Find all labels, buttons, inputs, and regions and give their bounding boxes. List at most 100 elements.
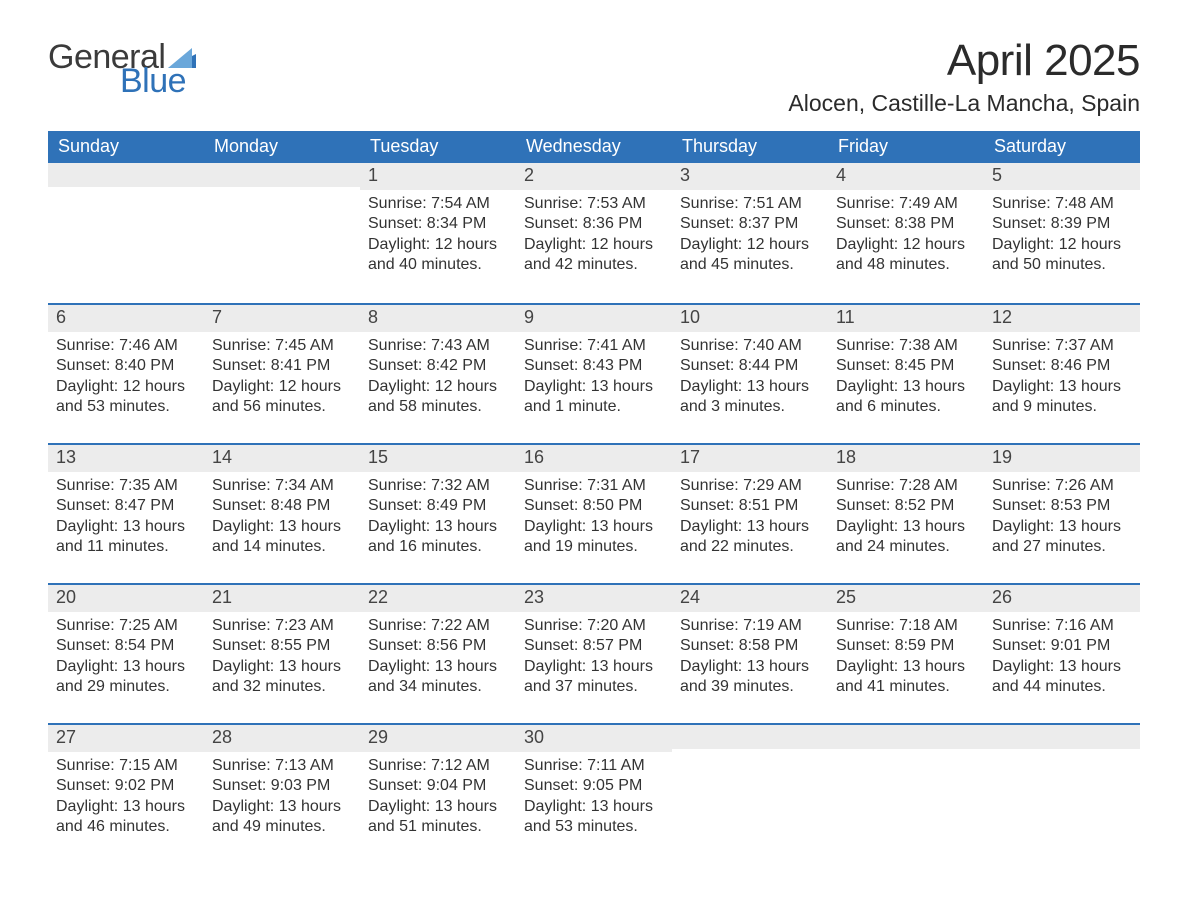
daylight-text: Daylight: 13 hours and 53 minutes. [524,797,664,838]
sunset-text: Sunset: 8:38 PM [836,214,976,234]
calendar-day-cell: 6Sunrise: 7:46 AMSunset: 8:40 PMDaylight… [48,303,204,443]
day-details: Sunrise: 7:31 AMSunset: 8:50 PMDaylight:… [516,472,672,566]
day-number-bar: 18 [828,443,984,472]
day-number-bar: 20 [48,583,204,612]
calendar-day-cell: 28Sunrise: 7:13 AMSunset: 9:03 PMDayligh… [204,723,360,863]
daylight-text: Daylight: 13 hours and 34 minutes. [368,657,508,698]
day-number: 14 [204,445,360,472]
calendar-day-cell: 21Sunrise: 7:23 AMSunset: 8:55 PMDayligh… [204,583,360,723]
sunset-text: Sunset: 9:05 PM [524,776,664,796]
calendar-day-cell [828,723,984,863]
day-details: Sunrise: 7:26 AMSunset: 8:53 PMDaylight:… [984,472,1140,566]
calendar-day-cell: 24Sunrise: 7:19 AMSunset: 8:58 PMDayligh… [672,583,828,723]
month-title: April 2025 [788,36,1140,86]
brand-line2: Blue [120,64,196,98]
sunrise-text: Sunrise: 7:38 AM [836,336,976,356]
daylight-text: Daylight: 13 hours and 22 minutes. [680,517,820,558]
day-details: Sunrise: 7:23 AMSunset: 8:55 PMDaylight:… [204,612,360,706]
calendar-day-cell [672,723,828,863]
daylight-text: Daylight: 13 hours and 32 minutes. [212,657,352,698]
day-details: Sunrise: 7:16 AMSunset: 9:01 PMDaylight:… [984,612,1140,706]
calendar-day-cell: 27Sunrise: 7:15 AMSunset: 9:02 PMDayligh… [48,723,204,863]
day-number: 28 [204,725,360,752]
sunset-text: Sunset: 8:37 PM [680,214,820,234]
location-label: Alocen, Castille-La Mancha, Spain [788,90,1140,117]
sunset-text: Sunset: 8:51 PM [680,496,820,516]
sunset-text: Sunset: 9:02 PM [56,776,196,796]
sunset-text: Sunset: 8:49 PM [368,496,508,516]
sunset-text: Sunset: 8:57 PM [524,636,664,656]
calendar-day-cell: 1Sunrise: 7:54 AMSunset: 8:34 PMDaylight… [360,163,516,303]
day-number-bar: 21 [204,583,360,612]
day-number-bar: 28 [204,723,360,752]
day-number-bar: 10 [672,303,828,332]
sunset-text: Sunset: 8:58 PM [680,636,820,656]
daylight-text: Daylight: 13 hours and 19 minutes. [524,517,664,558]
calendar-day-cell: 10Sunrise: 7:40 AMSunset: 8:44 PMDayligh… [672,303,828,443]
daylight-text: Daylight: 13 hours and 9 minutes. [992,377,1132,418]
daylight-text: Daylight: 13 hours and 3 minutes. [680,377,820,418]
day-number [828,725,984,749]
day-number-bar [984,723,1140,749]
day-number: 4 [828,163,984,190]
calendar-day-cell [204,163,360,303]
day-number-bar: 5 [984,163,1140,190]
calendar-day-cell: 3Sunrise: 7:51 AMSunset: 8:37 PMDaylight… [672,163,828,303]
day-details: Sunrise: 7:41 AMSunset: 8:43 PMDaylight:… [516,332,672,426]
sunrise-text: Sunrise: 7:34 AM [212,476,352,496]
calendar-day-cell: 15Sunrise: 7:32 AMSunset: 8:49 PMDayligh… [360,443,516,583]
sunset-text: Sunset: 9:01 PM [992,636,1132,656]
calendar-week-row: 1Sunrise: 7:54 AMSunset: 8:34 PMDaylight… [48,163,1140,303]
day-number-bar: 9 [516,303,672,332]
brand-logo: General Blue [48,36,196,98]
sunset-text: Sunset: 8:52 PM [836,496,976,516]
day-number-bar: 8 [360,303,516,332]
day-details: Sunrise: 7:22 AMSunset: 8:56 PMDaylight:… [360,612,516,706]
daylight-text: Daylight: 12 hours and 53 minutes. [56,377,196,418]
day-number [672,725,828,749]
daylight-text: Daylight: 13 hours and 11 minutes. [56,517,196,558]
day-details: Sunrise: 7:40 AMSunset: 8:44 PMDaylight:… [672,332,828,426]
day-number-bar: 11 [828,303,984,332]
day-number: 9 [516,305,672,332]
daylight-text: Daylight: 12 hours and 48 minutes. [836,235,976,276]
day-number: 8 [360,305,516,332]
day-number: 25 [828,585,984,612]
sunrise-text: Sunrise: 7:37 AM [992,336,1132,356]
day-details: Sunrise: 7:37 AMSunset: 8:46 PMDaylight:… [984,332,1140,426]
sunset-text: Sunset: 8:45 PM [836,356,976,376]
calendar-day-cell: 19Sunrise: 7:26 AMSunset: 8:53 PMDayligh… [984,443,1140,583]
calendar-day-cell: 25Sunrise: 7:18 AMSunset: 8:59 PMDayligh… [828,583,984,723]
day-number: 7 [204,305,360,332]
calendar-week-row: 20Sunrise: 7:25 AMSunset: 8:54 PMDayligh… [48,583,1140,723]
daylight-text: Daylight: 12 hours and 58 minutes. [368,377,508,418]
daylight-text: Daylight: 13 hours and 49 minutes. [212,797,352,838]
sunrise-text: Sunrise: 7:13 AM [212,756,352,776]
daylight-text: Daylight: 13 hours and 6 minutes. [836,377,976,418]
daylight-text: Daylight: 13 hours and 24 minutes. [836,517,976,558]
day-number-bar: 19 [984,443,1140,472]
calendar-day-cell: 7Sunrise: 7:45 AMSunset: 8:41 PMDaylight… [204,303,360,443]
day-number: 1 [360,163,516,190]
sunset-text: Sunset: 8:47 PM [56,496,196,516]
calendar-day-cell: 12Sunrise: 7:37 AMSunset: 8:46 PMDayligh… [984,303,1140,443]
day-details: Sunrise: 7:29 AMSunset: 8:51 PMDaylight:… [672,472,828,566]
day-number: 21 [204,585,360,612]
day-number-bar [48,163,204,187]
day-number: 15 [360,445,516,472]
calendar-day-cell: 2Sunrise: 7:53 AMSunset: 8:36 PMDaylight… [516,163,672,303]
day-number-bar: 27 [48,723,204,752]
sunset-text: Sunset: 9:04 PM [368,776,508,796]
sunset-text: Sunset: 8:39 PM [992,214,1132,234]
sunrise-text: Sunrise: 7:19 AM [680,616,820,636]
day-number [984,725,1140,749]
day-number-bar: 7 [204,303,360,332]
daylight-text: Daylight: 13 hours and 16 minutes. [368,517,508,558]
day-number-bar: 29 [360,723,516,752]
weekday-header: Friday [828,131,984,163]
sunrise-text: Sunrise: 7:11 AM [524,756,664,776]
day-details: Sunrise: 7:25 AMSunset: 8:54 PMDaylight:… [48,612,204,706]
day-number-bar: 2 [516,163,672,190]
day-details: Sunrise: 7:12 AMSunset: 9:04 PMDaylight:… [360,752,516,846]
day-number: 20 [48,585,204,612]
